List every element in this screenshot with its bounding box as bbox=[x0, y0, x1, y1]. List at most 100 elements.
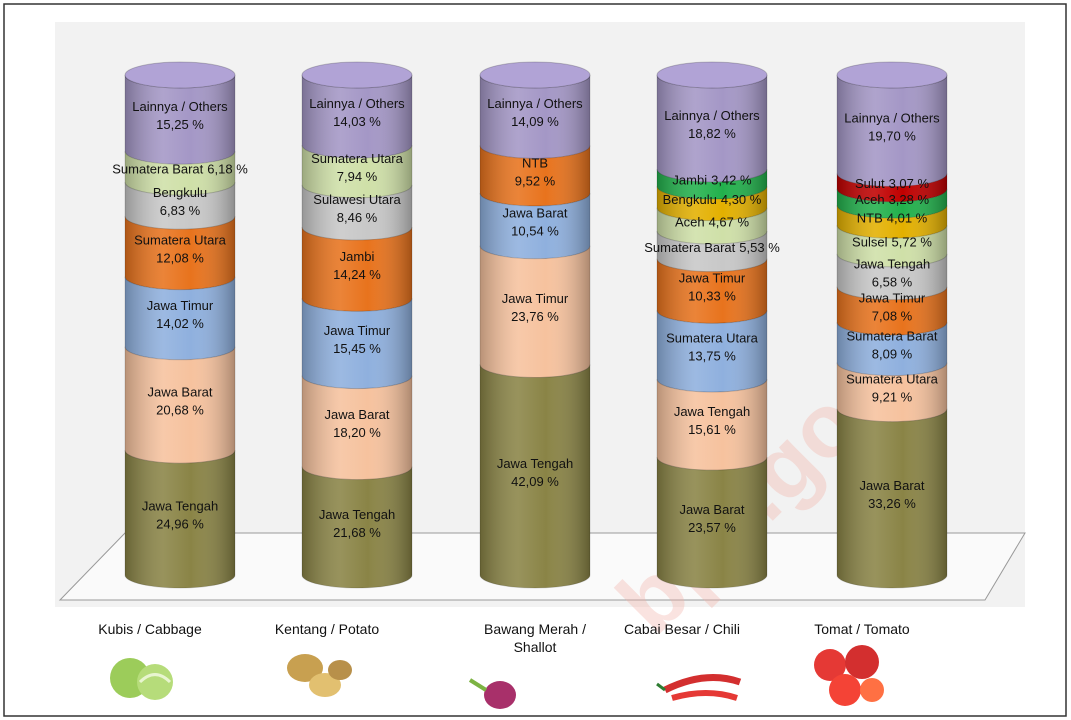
value-label: 33,26 % bbox=[868, 496, 916, 511]
segment-label: Aceh 4,67 % bbox=[675, 215, 750, 230]
value-label: 20,68 % bbox=[156, 403, 204, 418]
value-label: 8,46 % bbox=[337, 210, 378, 225]
value-label: 13,75 % bbox=[688, 349, 736, 364]
value-label: 14,24 % bbox=[333, 267, 381, 282]
value-label: 14,03 % bbox=[333, 115, 381, 130]
value-label: 19,70 % bbox=[868, 129, 916, 144]
cylinder: Jawa Barat 23,57 % Jawa Tengah 15,61 % Sumat… bbox=[644, 62, 780, 588]
segment-name: Jambi bbox=[672, 173, 707, 188]
segment-name: Lainnya / Others bbox=[664, 108, 760, 123]
value-label: 14,09 % bbox=[511, 115, 559, 130]
value-label: 12,08 % bbox=[156, 251, 204, 266]
segment-name: Lainnya / Others bbox=[132, 100, 228, 115]
segment-name: Jawa Barat bbox=[679, 503, 744, 518]
value-label: 4,67 % bbox=[709, 215, 750, 230]
category-label: Kentang / Potato bbox=[242, 620, 412, 638]
segment-name: Jawa Timur bbox=[859, 291, 926, 306]
shading bbox=[480, 75, 590, 588]
segment-name: Jambi bbox=[340, 249, 375, 264]
cylinder: Jawa Tengah 24,96 % Jawa Barat 20,68 % Jawa … bbox=[112, 62, 248, 588]
segment-name: Aceh bbox=[855, 192, 885, 207]
segment-name: Sumatera Utara bbox=[666, 331, 759, 346]
value-label: 8,09 % bbox=[872, 347, 913, 362]
segment-name: NTB bbox=[522, 156, 548, 171]
category-label: Kubis / Cabbage bbox=[65, 620, 235, 638]
value-label: 6,58 % bbox=[872, 275, 913, 290]
segment-name: Sumatera Utara bbox=[846, 372, 939, 387]
segment-name: Jawa Tengah bbox=[497, 456, 573, 471]
cylinder-top bbox=[125, 62, 235, 88]
value-label: 15,61 % bbox=[688, 423, 736, 438]
value-label: 5,53 % bbox=[739, 240, 780, 255]
segment-name: Bengkulu bbox=[153, 186, 207, 201]
segment-name: Sumatera Barat bbox=[112, 162, 203, 177]
segment-name: Jawa Barat bbox=[859, 478, 924, 493]
segment-name: Sumatera Utara bbox=[311, 151, 404, 166]
cylinder: Jawa Tengah 42,09 % Jawa Timur 23,76 % Jawa … bbox=[480, 62, 590, 588]
value-label: 7,94 % bbox=[337, 169, 378, 184]
segment-name: Jawa Barat bbox=[324, 408, 389, 423]
cylinder-top bbox=[480, 62, 590, 88]
cylinder-top bbox=[837, 62, 947, 88]
value-label: 15,25 % bbox=[156, 118, 204, 133]
segment-label: NTB 4,01 % bbox=[857, 211, 928, 226]
segment-name: NTB bbox=[857, 211, 883, 226]
chart: bps.go.id Jawa Tengah24,96 %Jawa Barat20… bbox=[0, 0, 1071, 720]
value-label: 15,45 % bbox=[333, 341, 381, 356]
category-label: Cabai Besar / Chili bbox=[597, 620, 767, 638]
segment-name: Sumatera Barat bbox=[846, 329, 937, 344]
value-label: 4,01 % bbox=[887, 211, 928, 226]
value-label: 24,96 % bbox=[156, 517, 204, 532]
segment-name: Jawa Timur bbox=[147, 298, 214, 313]
value-label: 7,08 % bbox=[872, 309, 913, 324]
value-label: 3,28 % bbox=[889, 192, 930, 207]
segment-name: Bengkulu bbox=[663, 192, 717, 207]
segment-name: Sumatera Utara bbox=[134, 233, 227, 248]
segment-name: Jawa Barat bbox=[502, 206, 567, 221]
segment-label: Sumatera Barat 6,18 % bbox=[112, 162, 248, 177]
category-label: Tomat / Tomato bbox=[777, 620, 947, 638]
value-label: 23,76 % bbox=[511, 310, 559, 325]
segment-name: Jawa Tengah bbox=[319, 507, 395, 522]
cylinder-top bbox=[302, 62, 412, 88]
segment-name: Jawa Timur bbox=[502, 292, 569, 307]
segment-label: Sulut 3,07 % bbox=[855, 177, 930, 192]
value-label: 3,07 % bbox=[889, 177, 930, 192]
value-label: 18,20 % bbox=[333, 426, 381, 441]
segment-name: Jawa Tengah bbox=[674, 405, 750, 420]
segment-name: Lainnya / Others bbox=[487, 97, 583, 112]
segment-label: Bengkulu 4,30 % bbox=[663, 192, 762, 207]
cylinder-top bbox=[657, 62, 767, 88]
segment-name: Jawa Barat bbox=[147, 385, 212, 400]
value-label: 9,21 % bbox=[872, 390, 913, 405]
value-label: 6,83 % bbox=[160, 204, 201, 219]
value-label: 42,09 % bbox=[511, 474, 559, 489]
value-label: 4,30 % bbox=[721, 192, 762, 207]
value-label: 5,72 % bbox=[891, 235, 932, 250]
value-label: 10,33 % bbox=[688, 289, 736, 304]
segment-label: Sumatera Barat 5,53 % bbox=[644, 240, 780, 255]
category-label: Bawang Merah / Shallot bbox=[475, 620, 595, 656]
value-label: 10,54 % bbox=[511, 224, 559, 239]
segment-label: Aceh 3,28 % bbox=[855, 192, 930, 207]
segment-name: Sulsel bbox=[852, 235, 888, 250]
value-label: 9,52 % bbox=[515, 174, 556, 189]
segment-label: Jambi 3,42 % bbox=[672, 173, 752, 188]
segment-name: Lainnya / Others bbox=[844, 111, 940, 126]
value-label: 14,02 % bbox=[156, 316, 204, 331]
segment-name: Aceh bbox=[675, 215, 705, 230]
segment-name: Sulawesi Utara bbox=[313, 192, 401, 207]
segment-name: Sulut bbox=[855, 177, 885, 192]
segment-name: Sumatera Barat bbox=[644, 240, 735, 255]
page: bps.go.id Jawa Tengah24,96 %Jawa Barat20… bbox=[0, 0, 1071, 720]
value-label: 3,42 % bbox=[711, 173, 752, 188]
value-label: 23,57 % bbox=[688, 521, 736, 536]
value-label: 6,18 % bbox=[207, 162, 248, 177]
segment-name: Jawa Tengah bbox=[854, 257, 930, 272]
value-label: 21,68 % bbox=[333, 525, 381, 540]
segment-name: Jawa Timur bbox=[679, 271, 746, 286]
segment-name: Lainnya / Others bbox=[309, 97, 405, 112]
value-label: 18,82 % bbox=[688, 126, 736, 141]
segment-name: Jawa Tengah bbox=[142, 499, 218, 514]
